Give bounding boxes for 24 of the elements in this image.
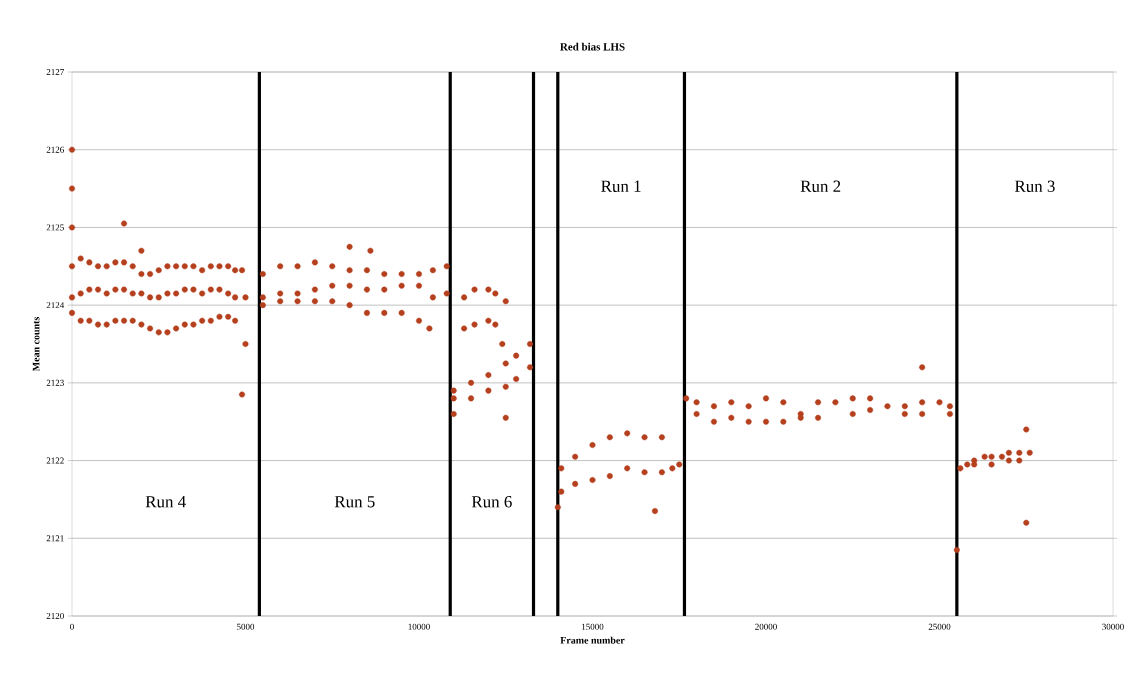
- x-tick-label: 0: [70, 623, 74, 630]
- annotation: Run 5: [334, 496, 375, 508]
- annotation: Run 3: [1014, 180, 1055, 192]
- x-tick-label: 20000: [755, 623, 777, 630]
- y-tick-label: 2125: [46, 224, 64, 231]
- x-axis-title: Frame number: [560, 636, 625, 644]
- y-tick-label: 2122: [46, 457, 64, 464]
- chart-title: Red bias LHS: [560, 42, 625, 51]
- annotation: Run 6: [471, 496, 512, 508]
- y-tick-label: 2126: [46, 146, 64, 153]
- y-tick-label: 2127: [46, 69, 64, 75]
- x-tick-label: 30000: [1102, 623, 1124, 630]
- y-axis-title: Mean counts: [32, 316, 40, 372]
- x-tick-label: 10000: [408, 623, 430, 630]
- y-tick-label: 2120: [46, 612, 64, 620]
- x-tick-label: 15000: [582, 623, 604, 630]
- y-tick-label: 2124: [46, 302, 65, 309]
- x-tick-label: 5000: [237, 623, 255, 630]
- annotation: Run 4: [145, 496, 186, 508]
- x-tick-label: 25000: [928, 623, 951, 630]
- y-tick-label: 2121: [46, 535, 64, 542]
- annotation: Run 2: [800, 180, 841, 192]
- annotation: Run 1: [601, 180, 641, 192]
- y-tick-label: 2123: [46, 379, 64, 386]
